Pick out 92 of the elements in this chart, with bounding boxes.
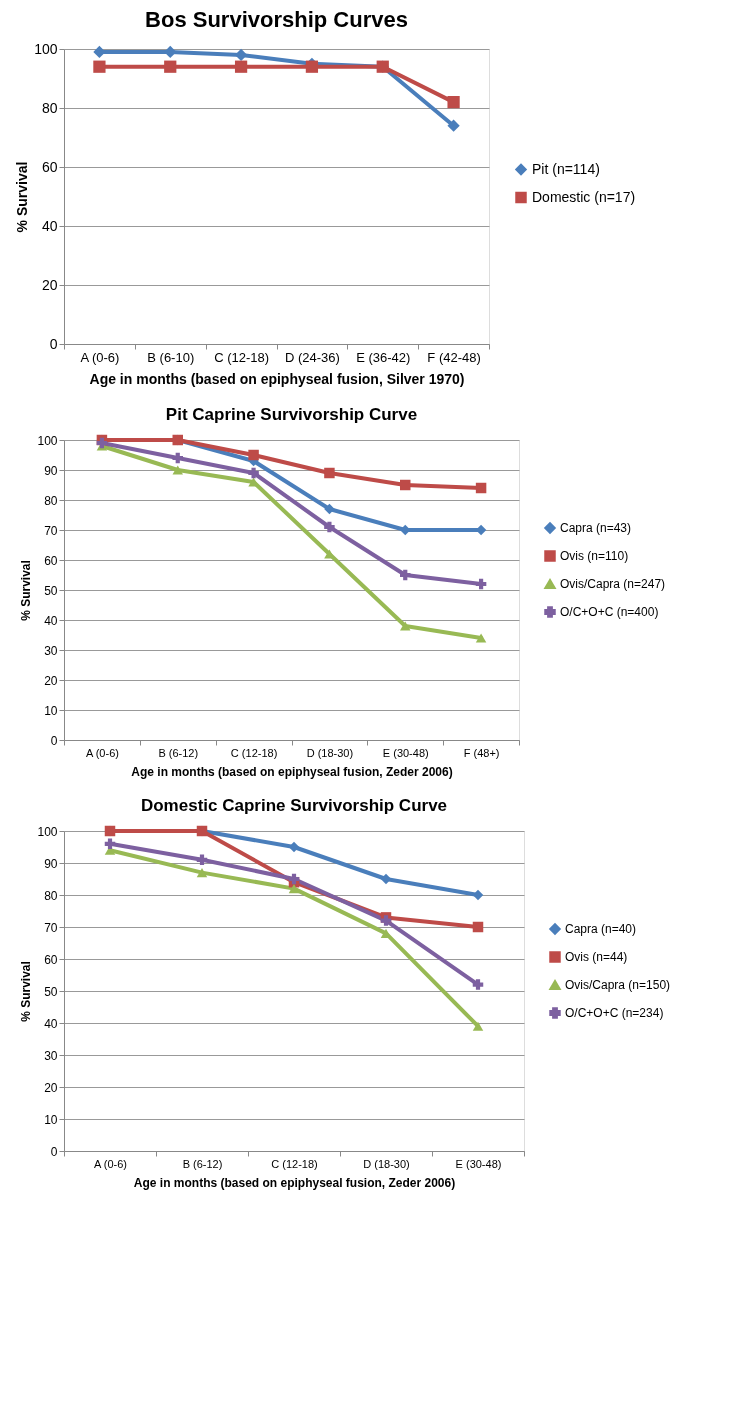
x-tick-label: E (30-48) [382,746,429,759]
legend-label: Domestic (n=17) [532,188,636,205]
point [234,48,248,62]
y-tick-label: 70 [44,920,58,935]
y-tick-label: 10 [44,703,58,718]
x-tick-label: C (12-18) [230,746,278,759]
legend-label: Ovis/Capra (n=150) [565,978,671,992]
x-tick-label: B (6-12) [182,1157,223,1170]
x-tick-label: F (48+) [463,746,500,759]
y-tick-label: 40 [41,217,58,234]
point [164,45,177,59]
y-tick-label: 60 [41,158,58,175]
legend-label: Ovis (n=44) [565,950,628,964]
y-tick-label: 50 [44,984,58,999]
point [93,45,106,59]
legend-label: O/C+O+C (n=234) [565,1006,664,1020]
point [472,979,484,990]
point [472,921,484,933]
y-axis-title: % Survival [19,560,34,621]
y-tick-label: 0 [49,335,58,352]
legend-label: Ovis/Capra (n=247) [560,577,666,591]
y-tick-label: 40 [44,613,58,628]
y-tick-label: 20 [44,1080,58,1095]
y-tick-label: 50 [44,583,58,598]
y-tick-label: 100 [37,433,58,448]
point [400,479,411,491]
point [324,467,335,479]
legend-label: Capra (n=40) [565,922,637,936]
point [248,467,259,479]
point [447,95,460,109]
x-tick-label: D (18-30) [363,1157,410,1170]
x-tick-label: C (12-18) [271,1157,318,1170]
point [288,884,300,894]
point [164,60,177,73]
y-tick-label: 30 [44,643,58,658]
x-axis-title: Age in months (based on epiphyseal fusion, Silver 1970) [89,370,465,387]
point [400,569,411,581]
y-tick-label: 90 [44,463,58,478]
y-tick-label: 80 [44,493,58,508]
chart-title: Bos Survivorship Curves [145,7,408,32]
chart-title: Pit Caprine Survivorship Curve [165,405,418,424]
point [172,465,183,475]
y-tick-label: 0 [50,733,58,748]
x-tick-label: D (24-36) [284,349,340,365]
x-tick-label: B (6-10) [147,349,195,365]
y-tick-label: 20 [41,276,58,293]
x-tick-label: D (18-30) [306,746,354,759]
y-tick-label: 60 [44,553,58,568]
legend-label: Ovis (n=110) [560,549,629,563]
point [475,578,487,590]
point [172,452,183,464]
point [93,60,106,73]
point [447,119,460,132]
x-tick-label: A (0-6) [85,746,119,759]
legend-label: O/C+O+C (n=400) [560,605,659,619]
point [196,854,208,866]
y-tick-label: 10 [44,1112,58,1127]
x-tick-label: A (0-6) [80,349,120,365]
point [475,482,487,494]
y-tick-label: 100 [37,824,58,839]
point [324,503,335,515]
x-axis-title: Age in months (based on epiphyseal fusion, Zeder 2006) [133,1175,456,1190]
x-tick-label: A (0-6) [93,1157,128,1170]
y-tick-label: 60 [44,952,58,967]
y-tick-label: 80 [41,99,58,116]
y-tick-label: 70 [44,523,58,538]
legend-label: Capra (n=43) [560,521,632,535]
y-tick-label: 80 [44,888,58,903]
x-tick-label: E (36-42) [356,349,411,365]
x-tick-label: E (30-48) [455,1157,502,1170]
point [324,521,335,533]
legend-label: Pit (n=114) [532,160,600,177]
point [196,868,208,878]
point [248,449,259,461]
y-tick-label: 20 [44,673,58,688]
point [234,60,248,73]
y-axis-title: % Survival [19,961,34,1022]
x-tick-label: B (6-12) [158,746,199,759]
chart-title: Domestic Caprine Survivorship Curve [140,796,448,815]
y-tick-label: 100 [34,40,58,57]
point [400,621,411,631]
point [475,633,487,643]
x-tick-label: F (42-48) [427,349,481,365]
x-tick-label: C (12-18) [214,349,270,365]
point [104,838,116,850]
y-tick-label: 40 [44,1016,58,1031]
y-tick-label: 30 [44,1048,58,1063]
y-tick-label: 90 [44,856,58,871]
y-axis-title: % Survival [14,161,31,233]
x-axis-title: Age in months (based on epiphyseal fusion, Zeder 2006) [131,764,453,779]
point [472,1021,484,1031]
y-tick-label: 0 [50,1144,58,1159]
